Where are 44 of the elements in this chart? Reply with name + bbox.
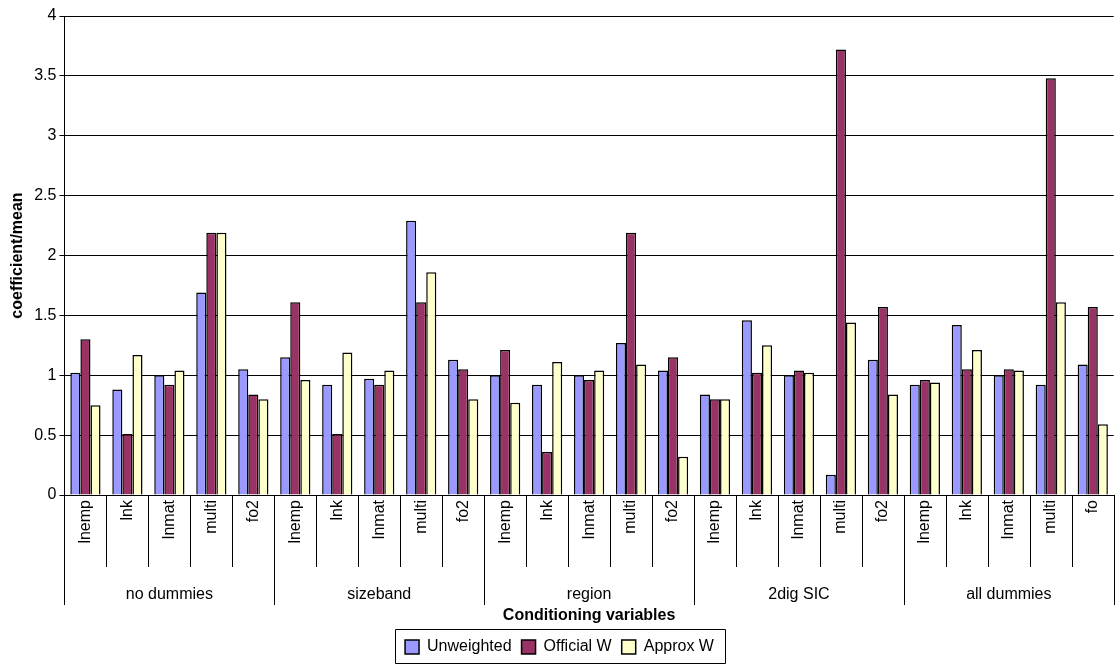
x-tick-label: lnk (327, 499, 345, 521)
x-tick-label: lnmat (579, 499, 597, 540)
x-tick-label: multi (621, 500, 639, 534)
x-tick-label: multi (201, 500, 219, 534)
text: sizeband (347, 585, 412, 603)
x-tick-label: lnemp (495, 499, 513, 544)
x-tick-label: lnk (957, 499, 975, 521)
legend-label: Unweighted (427, 637, 512, 655)
x-tick-label: fo2 (243, 499, 261, 523)
x-tick-label: lnk (747, 499, 765, 521)
x-tick-label: multi (411, 500, 429, 534)
y-tick-label: 3.5 (34, 66, 57, 84)
x-tick-label: multi (1041, 500, 1059, 534)
x-tick-label: multi (831, 500, 849, 534)
x-tick-label: lnemp (285, 499, 303, 544)
y-tick-label: 4 (47, 6, 57, 24)
x-tick-label: fo2 (453, 499, 471, 523)
text: no dummies (125, 585, 213, 603)
x-tick-label: lnmat (789, 499, 807, 540)
x-tick-label: lnemp (705, 499, 723, 544)
text: region (566, 585, 612, 603)
x-tick-label: lnmat (999, 499, 1017, 540)
x-tick-label: lnemp (75, 499, 93, 544)
y-tick-label: 1 (47, 365, 57, 383)
y-tick-label: 0.5 (34, 425, 57, 443)
y-axis-title: coefficient/mean (8, 192, 26, 319)
x-tick-label: lnmat (369, 499, 387, 540)
legend-label: Approx W (643, 637, 715, 655)
x-tick-label: lnk (537, 499, 555, 521)
x-axis-title: Conditioning variables (502, 605, 676, 623)
y-tick-label: 2.5 (34, 186, 57, 204)
text: 2dig SIC (768, 585, 830, 603)
y-tick-label: 0 (47, 485, 57, 503)
x-tick-label: fo2 (663, 499, 681, 523)
x-tick-label: fo (1083, 499, 1101, 514)
y-tick-label: 2 (47, 245, 57, 263)
x-tick-label: lnemp (915, 499, 933, 544)
y-tick-label: 3 (47, 126, 57, 144)
text: all dummies (966, 585, 1052, 603)
y-tick-label: 1.5 (34, 305, 57, 323)
x-tick-label: lnk (117, 499, 135, 521)
x-tick-label: lnmat (159, 499, 177, 540)
x-tick-label: fo2 (873, 499, 891, 523)
legend-label: Official W (543, 637, 613, 655)
